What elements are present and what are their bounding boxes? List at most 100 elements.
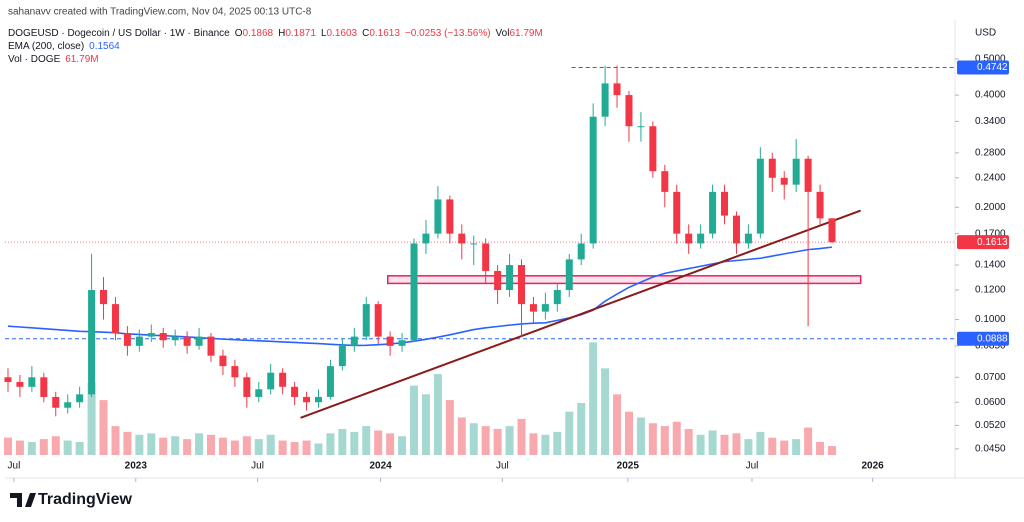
candle-body <box>697 233 705 244</box>
candle-body <box>732 215 740 244</box>
volume-bar <box>469 423 478 455</box>
candle-body <box>673 191 681 234</box>
candle-body <box>589 116 597 244</box>
price-label: 0.0888 <box>977 333 1008 344</box>
price-label-box <box>957 331 1009 346</box>
ema-label: EMA (200, close) <box>8 41 84 52</box>
volume-bar <box>99 400 108 455</box>
volume-bar <box>816 442 825 455</box>
candle-body <box>40 377 48 397</box>
volume-bar <box>672 421 681 455</box>
ohlc-letter: O <box>235 28 243 39</box>
volume-bar <box>63 440 72 455</box>
y-tick-label: 0.4000 <box>975 90 1006 101</box>
volume-bar <box>230 440 239 455</box>
volume-bar <box>589 342 598 455</box>
legend-symbol-line: DOGEUSD · Dogecoin / US Dollar · 1W · Bi… <box>8 28 543 39</box>
logo-text: TradingView <box>38 491 133 508</box>
candle-body <box>267 372 275 390</box>
volume-bar <box>51 436 60 455</box>
volume-bar <box>601 368 610 455</box>
y-tick-label: 0.2400 <box>975 172 1006 183</box>
volume-bar <box>75 442 84 455</box>
y-tick-label: 0.1200 <box>975 285 1006 296</box>
candle-body <box>577 243 585 260</box>
candle-body <box>207 336 215 356</box>
symbol: DOGEUSD · Dogecoin / US Dollar · 1W · Bi… <box>8 28 230 39</box>
y-tick-label: 0.0850 <box>975 340 1006 351</box>
volume-bar <box>648 423 657 455</box>
legend-vol: Vol · DOGE 61.79M <box>8 54 99 65</box>
volume-bar <box>183 439 192 455</box>
volume-bar <box>266 434 275 455</box>
candle-body <box>243 377 251 397</box>
volume-bar <box>421 394 430 455</box>
candle-body <box>410 243 418 341</box>
candle-body <box>541 304 549 312</box>
volume-bar <box>314 443 323 455</box>
candle-body <box>338 345 346 367</box>
candle-body <box>613 83 621 96</box>
candle-body <box>100 290 108 305</box>
candle-body <box>147 333 155 337</box>
y-tick-label: 0.0450 <box>975 443 1006 454</box>
ohlc-value: 0.1868 <box>243 28 274 39</box>
credit: sahanavv created with TradingView.com, N… <box>8 7 312 18</box>
volume-bar <box>565 411 574 455</box>
vol-value: 61.79M <box>65 54 98 65</box>
volume-bar <box>398 436 407 455</box>
vol-value: 61.79M <box>509 28 542 39</box>
candle-body <box>303 396 311 403</box>
candle-body <box>529 304 537 312</box>
x-tick-label: Jul <box>251 461 264 472</box>
y-tick-label: 0.0700 <box>975 372 1006 383</box>
candle-body <box>195 336 203 346</box>
candle-body <box>709 191 717 234</box>
ohlc-letter: H <box>278 28 285 39</box>
y-tick-label: 0.1400 <box>975 260 1006 271</box>
candle-body <box>135 336 143 346</box>
volume-bar <box>87 382 96 455</box>
ema-value: 0.1564 <box>89 41 120 52</box>
volume-bar <box>147 433 156 455</box>
volume-bar <box>696 434 705 455</box>
volume-bar <box>111 426 120 455</box>
y-tick-label: 0.0520 <box>975 420 1006 431</box>
candle-body <box>565 259 573 291</box>
volume-bar <box>457 417 466 455</box>
volume-bar <box>410 385 419 455</box>
volume-bar <box>792 439 801 455</box>
volume-bar <box>732 433 741 455</box>
volume-bar <box>15 440 24 455</box>
candle-body <box>350 336 358 346</box>
candle-body <box>16 381 24 387</box>
x-tick-label: Jul <box>746 461 759 472</box>
volume-bar <box>326 433 335 455</box>
volume-bar <box>338 429 347 455</box>
candle-body <box>434 199 442 234</box>
volume-bar <box>123 431 132 455</box>
candle-body <box>123 333 131 346</box>
candle-body <box>422 233 430 244</box>
candle-body <box>601 83 609 117</box>
x-tick-label: Jul <box>8 461 21 472</box>
volume-bar <box>505 426 514 455</box>
candle-body <box>482 243 490 271</box>
candle-body <box>816 191 824 219</box>
volume-bar <box>553 431 562 455</box>
volume-bar <box>445 400 454 455</box>
candle-body <box>362 304 370 337</box>
currency: USD <box>975 28 996 39</box>
candle-body <box>494 270 502 291</box>
vol-letters: Vol <box>496 28 510 39</box>
ema-line <box>7 246 833 347</box>
price-label: 0.4742 <box>977 62 1008 73</box>
volume-bar <box>350 431 359 455</box>
volume-bar <box>374 430 383 455</box>
y-tick-label: 0.2000 <box>975 202 1006 213</box>
y-tick-label: 0.3400 <box>975 116 1006 127</box>
volume-bar <box>171 436 180 455</box>
volume-bar <box>290 442 299 455</box>
volume-bar <box>780 440 789 455</box>
